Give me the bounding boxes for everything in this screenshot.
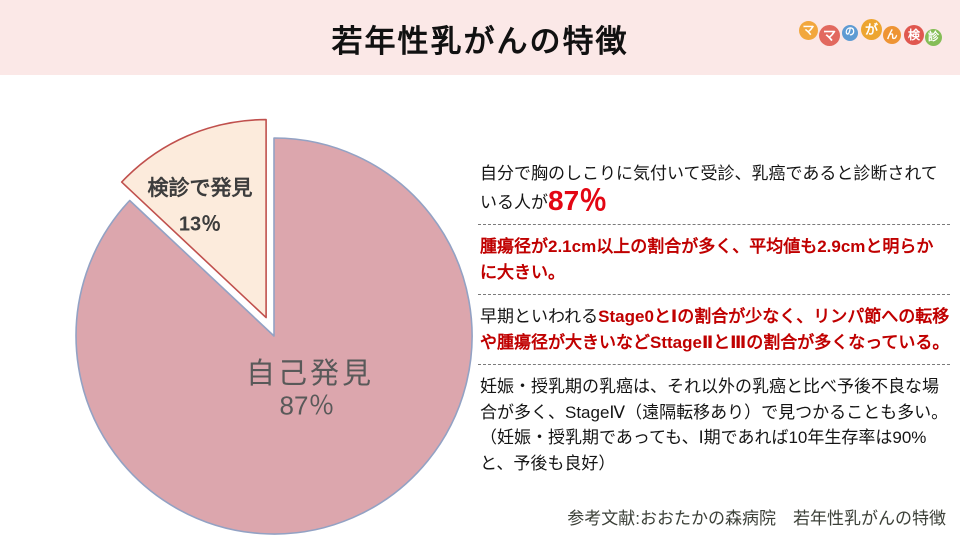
pie-slice-screening [120,118,267,319]
logo-circle: ん [883,26,901,44]
note-pregnancy-lactation: 妊娠・授乳期の乳癌は、それ以外の乳癌と比べ予後不良な場合が多く、StageⅣ（遠… [478,374,950,485]
logo-circle: が [861,19,882,40]
note-self-detection: 自分で胸のしこりに気付いて受診、乳癌であると診断されている人が87％ [478,161,950,225]
note-stage-distribution: 早期といわれるStage0とⅠの割合が少なく、リンパ節への転移や腫瘍径が大きいな… [478,304,950,365]
pie-svg-canvas [75,118,473,535]
pie-label-self-detected: 自己発見 [245,358,375,390]
note-text: 腫瘍径が2.1cm以上の割合が多く、平均値も2.9cmと明らかに大きい。 [480,237,934,282]
pie-label-screening: 検診で発見 [147,177,253,200]
reference-citation: 参考文献:おおたかの森病院 若年性乳がんの特徴 [567,509,946,528]
page-title: 若年性乳がんの特徴 [331,24,629,59]
note-text: 自分で胸のしこりに気付いて受診、乳癌であると診断されている人が [480,164,938,212]
logo-circle: マ [799,21,818,40]
notes-panel: 自分で胸のしこりに気付いて受診、乳癌であると診断されている人が87％ 腫瘍径が2… [478,161,950,494]
pie-chart: 検診で発見 13％ 自己発見 87％ [0,75,500,550]
logo-circle: の [842,25,858,41]
pie-slice-self-detected [75,137,473,535]
pie-value-screening: 13％ [178,213,222,236]
brand-logo-mama-gan-kenshin: ママのがん検診 [797,14,947,60]
logo-circle: マ [819,25,840,46]
note-text: 妊娠・授乳期の乳癌は、それ以外の乳癌と比べ予後不良な場合が多く、StageⅣ（遠… [480,377,949,473]
logo-circle: 検 [904,25,924,45]
logo-circle: 診 [925,29,942,46]
note-text-emphasis: Stage0とⅠの割合が少なく、リンパ節への転移や腫瘍径が大きいなどSttage… [480,307,950,352]
pie-value-self-detected: 87％ [279,390,335,421]
note-text: 早期といわれる [480,307,599,326]
note-tumor-size: 腫瘍径が2.1cm以上の割合が多く、平均値も2.9cmと明らかに大きい。 [478,234,950,295]
note-highlight-87-percent: 87％ [548,184,608,216]
header-band: 若年性乳がんの特徴 ママのがん検診 [0,0,960,75]
